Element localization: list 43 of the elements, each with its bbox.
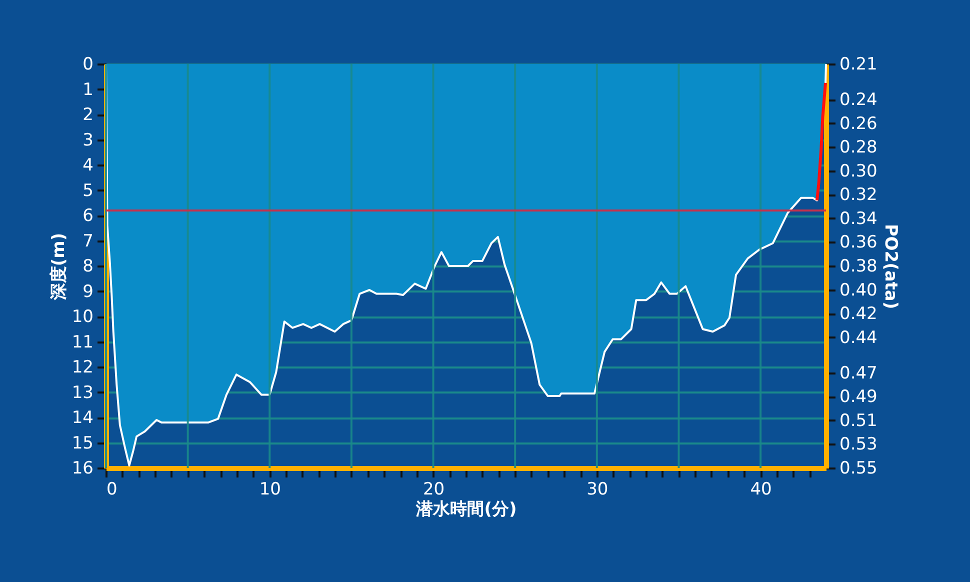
y2-axis-title: PO2(ata) bbox=[880, 224, 900, 310]
y2-tick-label: 0.44 bbox=[840, 328, 878, 348]
y-tick-label: 7 bbox=[82, 231, 94, 252]
y-tick-label: 5 bbox=[82, 180, 94, 201]
y-tick-label: 11 bbox=[72, 332, 94, 352]
y-tick-label: 8 bbox=[82, 256, 94, 276]
y2-tick-label: 0.47 bbox=[840, 363, 878, 384]
line-series bbox=[816, 81, 828, 202]
y2-tick-label: 0.36 bbox=[840, 232, 878, 253]
y2-tick-label: 0.32 bbox=[840, 185, 878, 206]
x-tick-label: 40 bbox=[750, 480, 772, 500]
y2-tick-label: 0.34 bbox=[840, 208, 878, 229]
x-tick-label: 0 bbox=[106, 480, 118, 500]
y-tick-label: 9 bbox=[82, 282, 94, 302]
y-tick-label: 10 bbox=[72, 307, 94, 327]
y2-tick-label: 0.28 bbox=[840, 138, 878, 158]
x-tick-label: 30 bbox=[586, 480, 608, 500]
y2-tick-label: 0.49 bbox=[840, 387, 878, 408]
y-tick-label: 15 bbox=[72, 433, 94, 454]
y2-tick-label: 0.53 bbox=[840, 434, 878, 455]
y-tick-label: 3 bbox=[82, 130, 94, 150]
y-tick-label: 13 bbox=[72, 382, 94, 403]
y2-tick-label: 0.30 bbox=[840, 161, 878, 182]
y-tick-label: 12 bbox=[72, 358, 94, 378]
y-tick-label: 1 bbox=[82, 80, 94, 100]
x-tick-label: 20 bbox=[422, 480, 445, 500]
y-tick-label: 6 bbox=[82, 206, 94, 226]
y2-tick-label: 0.26 bbox=[840, 114, 878, 134]
y-tick-label: 14 bbox=[72, 408, 94, 428]
y-tick-label: 16 bbox=[72, 458, 94, 478]
x-axis-title: 潜水時間(分) bbox=[415, 500, 517, 520]
y2-tick-label: 0.40 bbox=[840, 280, 878, 300]
y2-tick-label: 0.55 bbox=[840, 458, 878, 478]
x-tick-label: 10 bbox=[259, 480, 281, 500]
y2-tick-label: 0.24 bbox=[840, 90, 878, 110]
y-tick-label: 0 bbox=[82, 54, 94, 74]
y-axis-title: 深度(m) bbox=[48, 232, 69, 302]
y-tick-label: 2 bbox=[82, 105, 94, 125]
y2-tick-label: 0.38 bbox=[840, 256, 878, 276]
y2-tick-label: 0.51 bbox=[840, 410, 878, 431]
y2-tick-label: 0.42 bbox=[840, 304, 878, 324]
y-tick-label: 4 bbox=[82, 156, 94, 176]
y2-tick-label: 0.21 bbox=[840, 54, 878, 74]
